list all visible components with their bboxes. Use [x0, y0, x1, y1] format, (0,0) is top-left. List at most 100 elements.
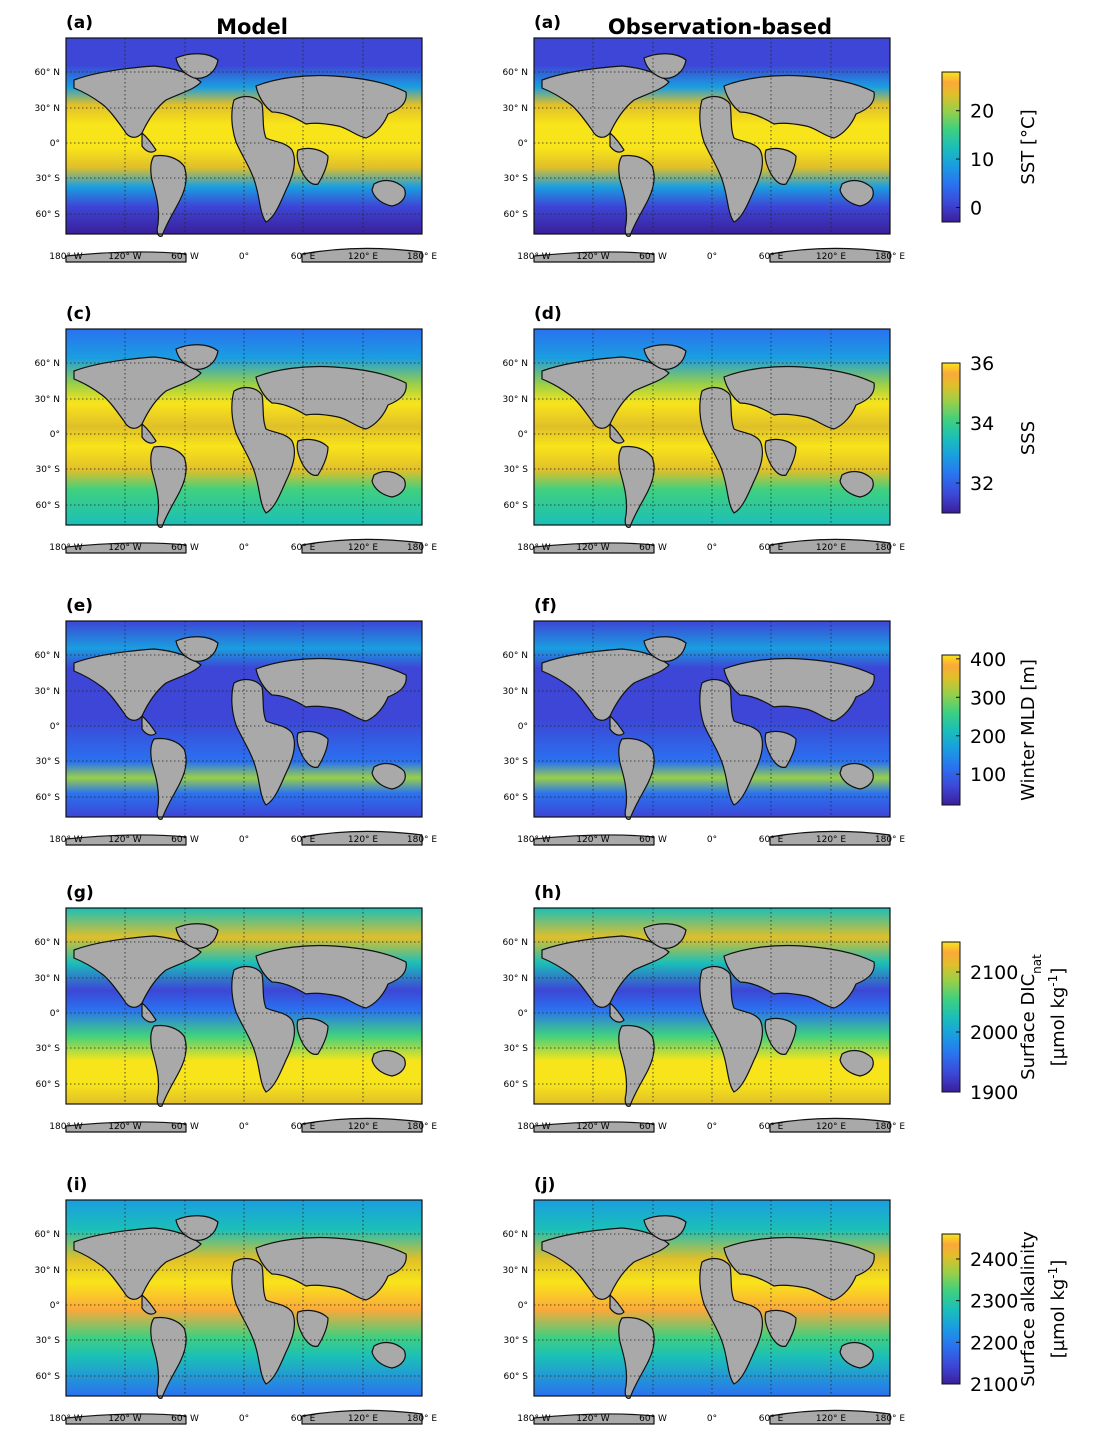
map-panel-mld-obs [533, 620, 891, 846]
lat-label: 30° N [34, 395, 60, 405]
lon-label: 0° [239, 1414, 249, 1424]
lon-label: 0° [239, 835, 249, 845]
lon-label: 120° E [348, 1414, 379, 1424]
lon-label: 0° [707, 835, 717, 845]
lon-label: 0° [239, 543, 249, 553]
panel-label: (d) [534, 304, 562, 324]
lon-label: 120° E [816, 543, 847, 553]
lon-label: 120° W [108, 1122, 142, 1132]
lat-label: 0° [50, 722, 60, 732]
lon-label: 120° W [576, 1414, 610, 1424]
lat-label: 60° S [35, 501, 60, 511]
colorbar-tick-label: 2100 [970, 1374, 1018, 1396]
colorbar-tick-label: 20 [970, 101, 994, 123]
lat-label: 0° [518, 1301, 528, 1311]
lon-label: 60° E [291, 835, 316, 845]
lon-label: 120° W [108, 1414, 142, 1424]
colorbar-title: Winter MLD [m] [1018, 659, 1039, 801]
lon-label: 120° E [348, 543, 379, 553]
lon-label: 120° W [576, 1122, 610, 1132]
colorbar-subtitle: [µmol kg-1] [1046, 1260, 1069, 1359]
lat-label: 60° N [34, 651, 60, 661]
colorbar-subtitle: [µmol kg-1] [1046, 968, 1069, 1067]
panel-label: (i) [66, 1175, 87, 1195]
lon-label: 60° W [171, 1122, 199, 1132]
lat-label: 0° [50, 1301, 60, 1311]
lat-label: 60° N [502, 68, 528, 78]
colorbar-tick-label: 2400 [970, 1249, 1018, 1271]
lon-label: 0° [707, 1122, 717, 1132]
colorbar-title-group: SSS [1018, 421, 1039, 455]
lon-label: 0° [707, 1414, 717, 1424]
panel-label: (a) [66, 13, 93, 33]
lat-label: 0° [518, 1009, 528, 1019]
lon-label: 60° E [759, 835, 784, 845]
lat-label: 60° N [34, 359, 60, 369]
lon-label: 180° E [875, 252, 906, 262]
lat-label: 30° S [35, 174, 60, 184]
map-frame [65, 328, 423, 526]
lon-label: 180° E [875, 835, 906, 845]
column-title-obs: Observation-based [608, 15, 832, 39]
panel-label: (c) [66, 304, 92, 324]
panel-label: (e) [66, 596, 93, 616]
colorbar-title: SST [°C] [1018, 109, 1039, 184]
lon-label: 120° E [816, 1414, 847, 1424]
lat-label: 60° N [502, 938, 528, 948]
lon-label: 0° [707, 252, 717, 262]
lat-label: 60° S [35, 210, 60, 220]
lat-label: 60° N [34, 1230, 60, 1240]
lat-label: 60° N [34, 938, 60, 948]
lon-label: 60° W [171, 835, 199, 845]
lat-label: 30° N [34, 687, 60, 697]
map-frame [65, 907, 423, 1105]
lon-label: 60° E [291, 252, 316, 262]
panel-label: (a) [534, 13, 561, 33]
colorbar-title: Surface alkalinity [1018, 1231, 1039, 1387]
colorbar-sst [941, 71, 961, 223]
colorbar-title: SSS [1018, 421, 1039, 455]
lat-label: 0° [518, 430, 528, 440]
lon-label: 120° W [108, 543, 142, 553]
lon-label: 180° E [875, 543, 906, 553]
colorbar-mld [941, 654, 961, 806]
lat-label: 30° N [502, 1266, 528, 1276]
lon-label: 60° W [639, 252, 667, 262]
lon-label: 60° E [291, 543, 316, 553]
lon-label: 180° W [49, 543, 83, 553]
lon-label: 60° E [759, 252, 784, 262]
panel-label: (g) [66, 883, 94, 903]
lat-label: 30° N [34, 104, 60, 114]
colorbar-dic [941, 941, 961, 1093]
lat-label: 30° N [34, 1266, 60, 1276]
map-frame [533, 907, 891, 1105]
lon-label: 180° W [49, 252, 83, 262]
map-panel-dic-model [65, 907, 423, 1133]
lon-label: 60° W [639, 1414, 667, 1424]
lat-label: 0° [50, 139, 60, 149]
lat-label: 60° S [35, 1372, 60, 1382]
lon-label: 60° E [291, 1414, 316, 1424]
colorbar-tick-label: 32 [970, 473, 994, 495]
colorbar-tick-label: 2100 [970, 962, 1018, 984]
lat-label: 60° N [34, 68, 60, 78]
lon-label: 0° [707, 543, 717, 553]
colorbar-title-group: SST [°C] [1018, 109, 1039, 184]
colorbar-alk [941, 1233, 961, 1385]
lon-label: 120° W [576, 252, 610, 262]
lon-label: 180° E [407, 835, 438, 845]
lon-label: 180° W [517, 543, 551, 553]
lon-label: 120° W [576, 835, 610, 845]
colorbar-tick-label: 300 [970, 687, 1006, 709]
lon-label: 120° W [576, 543, 610, 553]
colorbar-tick-label: 400 [970, 649, 1006, 671]
colorbar-title: Surface DICnat [1018, 954, 1044, 1080]
colorbar-tick-label: 1900 [970, 1082, 1018, 1104]
lon-label: 180° E [407, 1122, 438, 1132]
lon-label: 180° W [49, 1414, 83, 1424]
map-frame [65, 620, 423, 818]
colorbar-sss [941, 362, 961, 514]
map-panel-alk-obs [533, 1199, 891, 1425]
colorbar-tick-label: 2000 [970, 1022, 1018, 1044]
